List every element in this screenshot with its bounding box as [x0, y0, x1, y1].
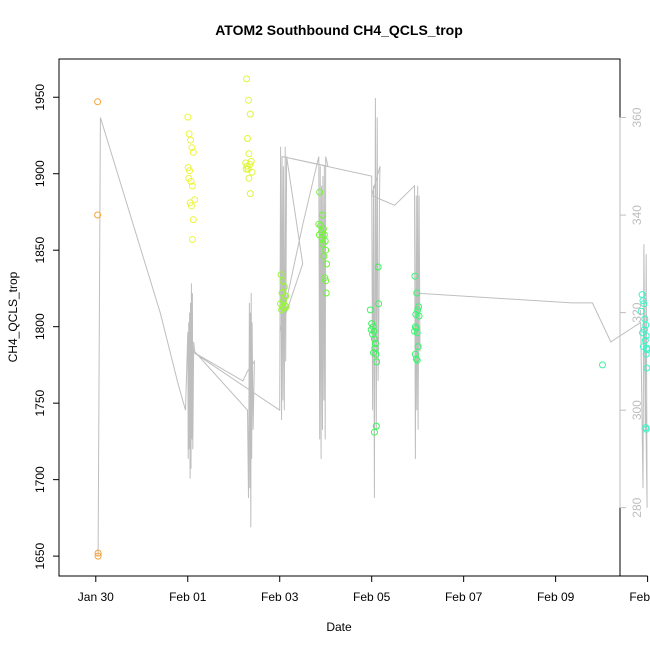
y-tick-label: 1700 — [33, 466, 47, 493]
data-point — [369, 330, 377, 338]
secondary-trace — [97, 97, 648, 557]
y2-tick-label: 300 — [630, 400, 644, 420]
y-tick-label: 1750 — [33, 389, 47, 416]
data-point — [242, 165, 250, 173]
data-point — [370, 335, 378, 343]
x-axis-label: Date — [326, 620, 352, 634]
data-point — [411, 350, 419, 358]
x-tick-label: Feb 03 — [261, 590, 299, 604]
data-point — [94, 211, 102, 219]
data-point — [94, 98, 102, 106]
data-point — [319, 240, 327, 248]
y2-tick-label: 280 — [630, 497, 644, 517]
chart-title: ATOM2 Southbound CH4_QCLS_trop — [215, 22, 463, 38]
data-point — [322, 277, 330, 285]
data-point — [372, 350, 380, 358]
data-point — [642, 425, 650, 433]
data-point — [187, 177, 195, 185]
data-point — [245, 174, 253, 182]
y2-tick-label: 360 — [630, 107, 644, 127]
data-point — [246, 161, 254, 168]
data-point — [414, 343, 422, 351]
data-point — [187, 136, 194, 144]
data-point — [642, 332, 650, 340]
data-point — [415, 303, 423, 311]
data-point — [187, 202, 195, 210]
data-point — [184, 113, 192, 121]
x-tick-label: Feb 11 — [629, 590, 650, 604]
y-axis: 1650 1700 1750 1800 1850 1900 1950 — [33, 84, 60, 569]
x-tick-label: Feb 01 — [169, 590, 207, 604]
y-axis-label: CH4_QCLS_trop — [6, 271, 20, 362]
data-point — [279, 303, 286, 311]
y-tick-label: 1800 — [33, 313, 47, 340]
data-point — [189, 148, 197, 156]
data-point — [191, 196, 199, 204]
data-point — [322, 289, 330, 297]
data-point — [642, 321, 650, 329]
data-point — [245, 150, 253, 158]
data-point — [278, 306, 286, 314]
data-point — [189, 216, 197, 224]
y2-tick-label: 320 — [630, 302, 644, 322]
data-point — [244, 135, 251, 142]
data-point — [375, 300, 383, 308]
secondary-y-axis: 280 300 320 340 360 — [619, 107, 644, 518]
y2-tick-label: 340 — [630, 205, 644, 225]
data-point — [412, 310, 420, 318]
data-point — [246, 110, 254, 118]
data-point — [186, 167, 194, 175]
data-point — [372, 422, 380, 430]
data-point — [188, 182, 196, 190]
y-tick-label: 1650 — [33, 542, 47, 569]
x-tick-label: Feb 07 — [445, 590, 483, 604]
data-point — [411, 323, 419, 331]
data-point — [280, 283, 288, 291]
data-point — [315, 220, 323, 228]
data-point — [188, 236, 196, 243]
y-tick-label: 1900 — [33, 160, 47, 187]
x-tick-label: Feb 09 — [537, 590, 575, 604]
data-point — [322, 246, 330, 254]
data-point — [599, 361, 606, 369]
y-tick-label: 1850 — [33, 237, 47, 264]
data-point — [371, 340, 379, 347]
data-point — [412, 355, 420, 363]
data-point — [411, 272, 419, 280]
data-point — [639, 297, 647, 305]
data-point — [277, 271, 285, 279]
data-point — [246, 190, 254, 198]
data-point — [642, 350, 650, 358]
data-point — [366, 306, 374, 314]
data-point — [413, 329, 421, 337]
data-point — [641, 336, 649, 344]
data-point — [637, 307, 645, 315]
data-point — [248, 168, 256, 176]
data-point — [320, 252, 328, 260]
data-point — [316, 188, 324, 196]
data-point — [643, 346, 650, 354]
data-point — [94, 552, 102, 560]
data-point — [94, 549, 102, 557]
y-tick-label: 1950 — [33, 84, 47, 111]
data-point — [415, 312, 423, 320]
x-tick-label: Jan 30 — [78, 590, 114, 604]
data-point — [373, 358, 381, 366]
data-points — [94, 75, 650, 560]
data-point — [374, 263, 382, 271]
data-point — [319, 211, 326, 219]
data-point — [323, 260, 331, 268]
x-tick-label: Feb 05 — [353, 590, 391, 604]
data-point — [321, 274, 329, 282]
data-point — [413, 289, 421, 297]
secondary-trace-line — [97, 97, 648, 557]
data-point — [640, 300, 648, 308]
data-point — [245, 96, 252, 104]
data-point — [243, 75, 251, 83]
x-axis: Jan 30 Feb 01 Feb 03 Feb 05 Feb 07 Feb 09 Feb … — [78, 575, 650, 604]
data-point — [370, 428, 378, 436]
data-point — [413, 356, 421, 364]
data-point — [188, 144, 196, 152]
